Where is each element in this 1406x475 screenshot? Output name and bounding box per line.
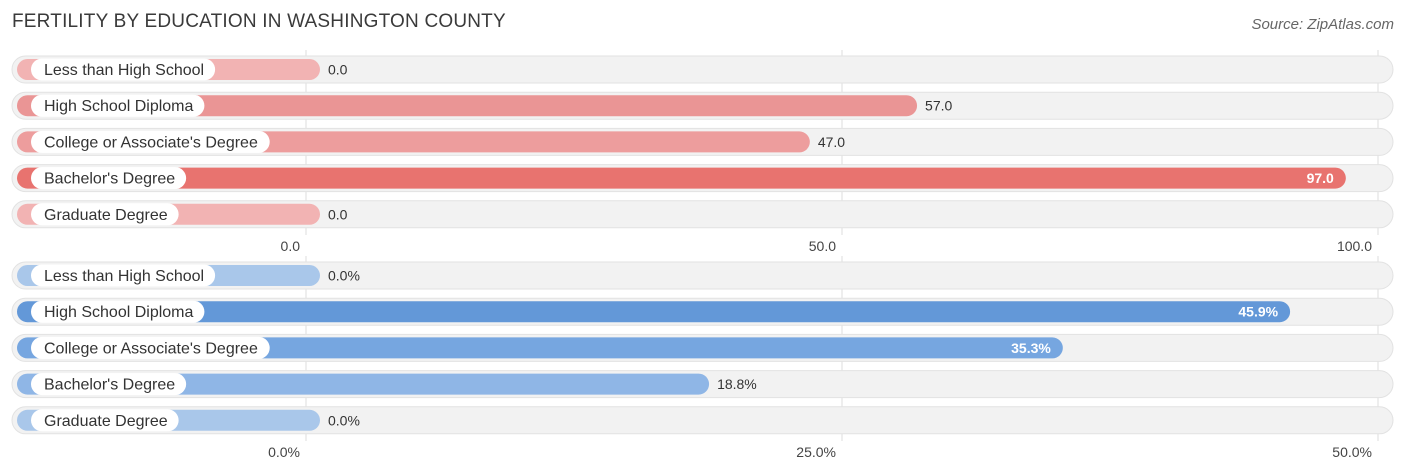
bar [17, 301, 1291, 323]
category-label: High School Diploma [44, 304, 194, 321]
bar-track [11, 55, 1394, 84]
chart-1: Less than High School 0.0 High School Dipl… [11, 50, 1394, 254]
bar [17, 167, 1346, 189]
value-label: 0.0% [328, 268, 360, 284]
category-pill [31, 300, 205, 323]
tick-label: 100.0 [1337, 238, 1372, 254]
category-label: High School Diploma [44, 98, 194, 115]
bar-track [11, 406, 1394, 435]
tick-label: 0.0% [268, 444, 300, 460]
category-label: Bachelor's Degree [44, 171, 175, 188]
category-pill [31, 94, 205, 117]
bar [17, 373, 710, 395]
category-label: College or Associate's Degree [44, 340, 258, 357]
tick-label: 50.0% [1332, 444, 1372, 460]
category-label: Graduate Degree [44, 413, 168, 430]
category-label: Bachelor's Degree [44, 377, 175, 394]
tick-label: 0.0 [281, 238, 301, 254]
value-label: 0.0% [328, 412, 360, 428]
value-label: 47.0 [818, 134, 845, 150]
source-label: Source: ZipAtlas.com [1251, 16, 1394, 33]
value-label: 35.3% [1011, 340, 1051, 356]
bar-track [11, 261, 1394, 290]
category-pill [31, 336, 270, 359]
category-pill [31, 409, 179, 432]
category-label: Graduate Degree [44, 207, 168, 224]
chart-2: Less than High School 0.0% High School Dip… [11, 256, 1394, 460]
value-label: 0.0 [328, 62, 348, 78]
category-label: Less than High School [44, 268, 204, 285]
value-label: 45.9% [1238, 304, 1278, 320]
tick-label: 25.0% [796, 444, 836, 460]
category-label: College or Associate's Degree [44, 134, 258, 151]
bar-track [11, 200, 1394, 229]
category-label: Less than High School [44, 62, 204, 79]
value-label: 97.0 [1307, 170, 1334, 186]
category-pill [31, 373, 187, 396]
category-pill [31, 58, 216, 81]
bar [17, 95, 918, 117]
category-pill [31, 203, 179, 226]
value-label: 18.8% [717, 376, 757, 392]
category-pill [31, 167, 187, 190]
value-label: 0.0 [328, 206, 348, 222]
bar [17, 337, 1063, 359]
category-pill [31, 130, 270, 153]
value-label: 57.0 [925, 98, 952, 114]
category-pill [31, 264, 216, 287]
tick-label: 50.0 [809, 238, 836, 254]
chart-title: FERTILITY BY EDUCATION IN WASHINGTON COU… [12, 11, 506, 32]
